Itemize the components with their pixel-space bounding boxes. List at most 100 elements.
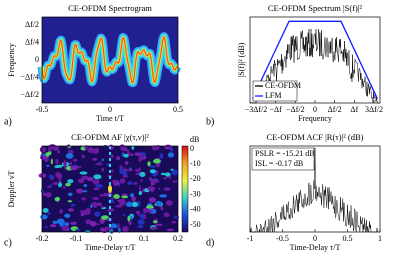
af-blob [68,161,73,166]
af-blob [110,223,118,229]
af-blob [70,203,76,207]
x-tick-label: 0.5 [343,234,353,243]
legend-entry: LFM [265,91,281,100]
colorbar-tick-label: -30 [190,189,201,198]
af-blob [67,200,73,203]
y-tick-label: Δf/2 [25,20,39,29]
x-tick-label: 1 [378,234,382,243]
af-blob [99,193,106,197]
af-blob [118,227,121,233]
af-blob [139,155,145,161]
x-tick-label: Δf [350,105,358,114]
af-blob [109,228,114,234]
x-tick-label: −Δf/2 [286,105,305,114]
x-tick-label: 0 [313,234,317,243]
af-blob [159,153,164,159]
x-tick-label: -0.5 [36,105,49,114]
af-blob [123,153,129,158]
af-blob [45,225,48,229]
panel-label: c) [4,237,12,248]
x-axis-label: Time-Delay τ/T [85,243,136,252]
af-blob [96,202,102,206]
af-blob [42,207,49,213]
y-tick-label: −Δf/2 [20,90,39,99]
af-blob [123,167,127,173]
x-axis-label: Frequency [298,114,332,123]
x-tick-label: -0.2 [36,234,49,243]
af-blob [137,219,145,226]
af-blob [59,209,64,214]
af-blob [93,174,102,180]
af-blob [143,214,147,220]
af-blob [121,195,129,199]
af-blob [138,167,141,172]
af-blob [110,154,114,159]
af-blob [165,200,173,206]
af-blob [155,200,162,207]
af-blob [70,221,77,225]
colorbar-tick-label: -10 [190,159,201,168]
af-blob [47,212,51,215]
af-blob [125,168,134,172]
af-blob [137,225,144,228]
af-blob [160,172,166,176]
af-blob [52,181,60,185]
af-blob [100,227,105,232]
af-blob [172,180,178,183]
af-blob [116,156,121,161]
af-blob [152,158,161,164]
colorbar-tick-label: -40 [190,205,201,214]
af-blob [77,178,85,184]
x-tick-label: 0.1 [139,234,149,243]
af-blob [171,169,179,176]
af-blob [151,145,160,151]
x-tick-label: −3Δf/2 [245,105,268,114]
af-blob [55,158,59,165]
af-blob [61,225,69,232]
panel-label: d) [206,237,214,248]
af-blob [167,152,175,158]
af-blob [130,215,133,220]
x-axis-label: Time-Delay τ/T [290,243,341,252]
panel-title: CE-OFDM Spectrogram [68,3,152,13]
af-blob [46,164,50,167]
y-axis-label: Frequency [7,43,16,77]
af-blob [76,228,80,231]
af-blob [170,146,173,153]
acf-trace [250,147,380,233]
af-blob [81,197,86,201]
annotation: ISL = -0.17 dB [255,159,303,168]
af-blob [52,220,58,224]
af-blob [101,158,104,162]
panel-label: b) [206,116,214,127]
af-blob [125,201,133,208]
af-blob [85,230,91,233]
af-blob [67,208,74,212]
af-blob [148,165,157,168]
af-blob [57,149,60,154]
af-blob [169,175,172,180]
af-blob [92,157,98,161]
af-blob [160,206,164,211]
colorbar-tick-label: -50 [190,220,201,229]
af-blob [65,182,71,187]
af-blob [150,187,155,193]
y-axis-label: Doppler νT [7,171,16,208]
annotation-box [251,147,315,171]
af-blob [137,210,140,216]
af-blob [94,211,101,217]
af-blob [128,220,132,225]
af-blob [104,192,107,197]
af-blob [76,188,84,194]
af-blob [56,173,63,179]
colorbar-tick-label: -20 [190,174,201,183]
af-blob [147,161,151,167]
af-blob [87,147,94,154]
af-blob [163,212,170,218]
af-blob [55,164,63,168]
af-blob [138,185,142,192]
af-blob [64,213,71,218]
af-blob [75,165,82,169]
x-tick-label: Δf/2 [328,105,342,114]
